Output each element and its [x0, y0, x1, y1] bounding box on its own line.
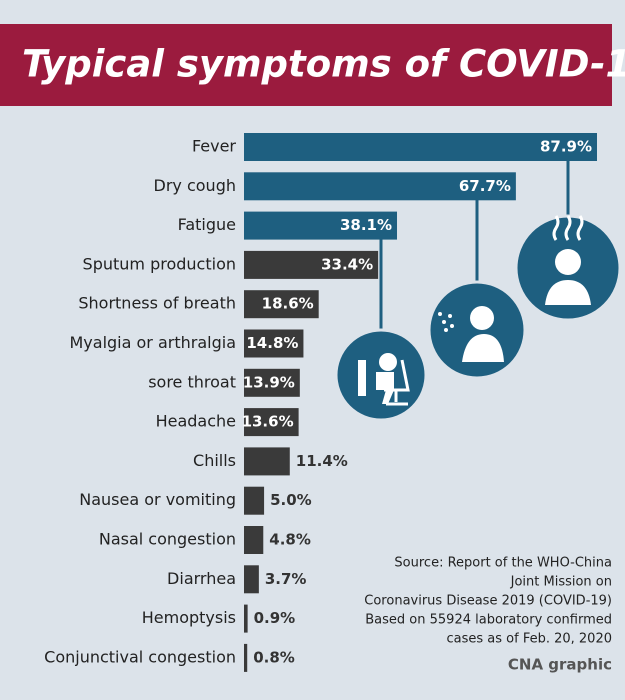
category-label: Hemoptysis — [142, 608, 236, 627]
category-label: Sputum production — [83, 254, 236, 273]
value-label: 13.6% — [242, 413, 294, 431]
value-label: 4.8% — [269, 531, 311, 549]
value-label: 0.9% — [254, 609, 296, 627]
category-label: Myalgia or arthralgia — [70, 333, 237, 352]
value-label: 0.8% — [253, 648, 295, 666]
category-label: Diarrhea — [167, 569, 236, 588]
value-label: 3.7% — [265, 570, 307, 588]
category-label: Nasal congestion — [99, 530, 236, 549]
source-line: cases as of Feb. 20, 2020 — [447, 632, 613, 647]
bar — [244, 368, 300, 397]
source-line: Based on 55924 laboratory confirmed — [365, 613, 612, 628]
value-label: 11.4% — [296, 452, 348, 470]
chart-title: Typical symptoms of COVID-19 — [22, 43, 625, 86]
title-banner — [0, 24, 612, 106]
source-note: Source: Report of the WHO-China Joint Mi… — [364, 556, 612, 674]
value-label: 38.1% — [340, 216, 392, 234]
bar — [244, 643, 248, 672]
category-label: Conjunctival congestion — [44, 647, 236, 666]
value-label: 67.7% — [459, 177, 511, 195]
cough-icon — [427, 280, 527, 380]
value-label: 33.4% — [321, 255, 373, 273]
bar — [244, 290, 319, 319]
bar — [244, 408, 299, 437]
category-label: Dry cough — [154, 176, 236, 195]
category-label: Fever — [192, 137, 236, 156]
category-label: Nausea or vomiting — [79, 490, 236, 509]
value-label: 13.9% — [243, 373, 295, 391]
bar — [244, 526, 264, 554]
fever-icon — [514, 214, 622, 322]
value-label: 18.6% — [262, 295, 314, 313]
category-label: sore throat — [148, 372, 236, 391]
bar — [244, 172, 516, 201]
bar — [244, 250, 379, 279]
bar — [244, 329, 304, 358]
category-label: Chills — [193, 451, 236, 470]
source-line: Coronavirus Disease 2019 (COVID-19) — [364, 594, 612, 609]
source-line: Joint Mission on — [510, 575, 612, 590]
bar — [244, 133, 597, 161]
category-label: Headache — [156, 412, 236, 431]
category-label: Fatigue — [178, 215, 236, 234]
credit: CNA graphic — [508, 656, 612, 674]
value-label: 14.8% — [246, 334, 298, 352]
bar — [244, 447, 290, 476]
fatigue-icon — [334, 328, 428, 422]
connectors — [379, 160, 570, 334]
category-label: Shortness of breath — [78, 294, 236, 313]
value-label: 5.0% — [270, 491, 312, 509]
bar — [244, 565, 259, 594]
bar — [244, 486, 265, 515]
value-label: 87.9% — [540, 138, 592, 156]
bar — [244, 604, 248, 633]
source-line: Source: Report of the WHO-China — [394, 556, 612, 571]
bar — [244, 211, 398, 240]
